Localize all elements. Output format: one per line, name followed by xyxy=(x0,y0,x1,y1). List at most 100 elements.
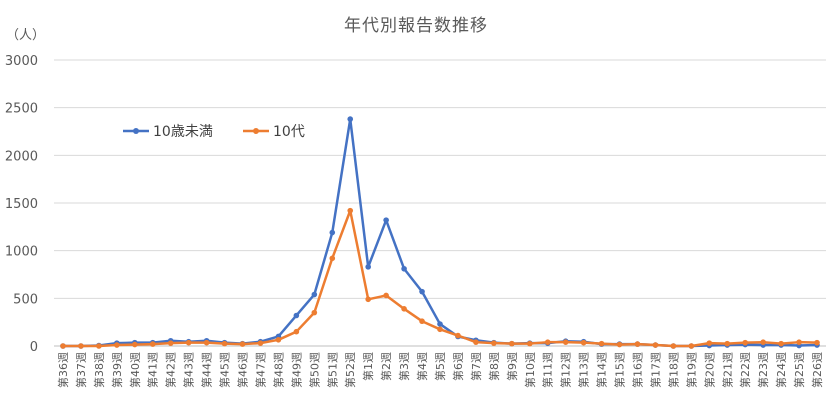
x-tick-label: 第24週 xyxy=(774,352,788,388)
data-point xyxy=(293,328,300,335)
data-point xyxy=(580,339,587,346)
data-point xyxy=(634,341,641,347)
x-tick-label: 第47週 xyxy=(253,352,267,388)
data-point xyxy=(491,340,497,346)
data-point xyxy=(311,309,318,316)
data-point xyxy=(598,340,605,347)
data-point xyxy=(329,229,336,236)
x-tick-label: 第1週 xyxy=(361,352,375,381)
data-point xyxy=(670,343,677,349)
data-point xyxy=(419,288,425,295)
x-tick-label: 第9週 xyxy=(505,352,519,381)
x-tick-label: 第3週 xyxy=(397,352,411,381)
y-tick-label: 500 xyxy=(13,292,38,307)
x-tick-label: 第23週 xyxy=(756,352,770,388)
x-tick-label: 第26週 xyxy=(810,352,824,388)
x-tick-label: 第11週 xyxy=(541,352,555,388)
data-point xyxy=(167,340,174,346)
data-point xyxy=(131,341,138,348)
data-point xyxy=(796,339,802,345)
data-point xyxy=(78,343,84,349)
data-point xyxy=(401,265,407,272)
data-point xyxy=(149,341,156,347)
y-tick-label: 2500 xyxy=(5,102,38,117)
series-lines xyxy=(60,116,820,349)
data-point xyxy=(473,339,479,345)
x-tick-label: 第13週 xyxy=(577,352,591,388)
legend-label-1: 10代 xyxy=(273,124,305,140)
gridlines xyxy=(54,59,826,347)
data-point xyxy=(114,342,120,348)
x-tick-label: 第42週 xyxy=(164,352,178,388)
data-point xyxy=(239,341,246,347)
x-tick-label: 第20週 xyxy=(702,352,716,388)
x-tick-label: 第40週 xyxy=(128,352,142,388)
data-point xyxy=(562,339,569,345)
x-tick-label: 第51週 xyxy=(325,352,339,388)
x-tick-labels: 第36週 第37週 第38週 第39週 第40週 第41週 第42週 第43週 第44週 第45週… xyxy=(56,352,824,388)
x-tick-label: 第43週 xyxy=(182,352,196,388)
x-tick-label: 第12週 xyxy=(559,352,573,388)
y-tick-labels: 0 500 1000 1500 2000 2500 3000 xyxy=(5,54,38,355)
x-tick-label: 第25週 xyxy=(792,352,806,388)
data-point xyxy=(455,332,461,339)
y-axis-unit: （人） xyxy=(6,28,45,43)
data-point xyxy=(311,291,318,298)
y-tick-label: 3000 xyxy=(5,54,38,69)
data-point xyxy=(383,292,389,299)
x-tick-label: 第4週 xyxy=(415,352,429,381)
chart-title: 年代別報告数推移 xyxy=(344,16,488,36)
x-tick-label: 第49週 xyxy=(289,352,303,388)
data-point xyxy=(419,318,425,325)
x-tick-label: 第18週 xyxy=(666,352,680,388)
data-point xyxy=(724,340,731,347)
x-tick-label: 第15週 xyxy=(613,352,627,388)
x-tick-label: 第7週 xyxy=(469,352,483,381)
x-tick-label: 第6週 xyxy=(451,352,465,381)
x-tick-label: 第50週 xyxy=(307,352,321,388)
x-tick-label: 第8週 xyxy=(487,352,501,381)
data-point xyxy=(293,312,300,319)
legend-label-0: 10歳未満 xyxy=(153,124,213,140)
x-tick-label: 第45週 xyxy=(218,352,232,388)
x-tick-label: 第46週 xyxy=(236,352,250,388)
y-tick-label: 1500 xyxy=(5,197,38,212)
data-point xyxy=(347,207,354,214)
x-tick-label: 第36週 xyxy=(56,352,70,388)
data-point xyxy=(329,255,336,262)
data-point xyxy=(437,321,443,327)
x-tick-label: 第21週 xyxy=(720,352,734,388)
data-point xyxy=(60,343,66,349)
x-tick-label: 第39週 xyxy=(110,352,124,388)
data-point xyxy=(383,217,389,223)
data-point xyxy=(742,339,749,346)
y-tick-label: 0 xyxy=(30,340,38,355)
legend-marker-0 xyxy=(133,128,139,134)
data-point xyxy=(185,339,192,346)
data-point xyxy=(347,116,354,122)
data-point xyxy=(706,340,713,346)
legend: 10歳未満 10代 xyxy=(123,124,305,140)
x-tick-label: 第37週 xyxy=(74,352,88,388)
x-tick-label: 第14週 xyxy=(595,352,609,388)
x-tick-label: 第16週 xyxy=(630,352,644,388)
x-tick-label: 第38週 xyxy=(92,352,106,388)
legend-marker-1 xyxy=(253,128,259,134)
x-tick-label: 第22週 xyxy=(738,352,752,388)
data-point xyxy=(437,326,443,333)
series-line-0 xyxy=(62,117,818,348)
data-point xyxy=(221,340,228,347)
x-tick-label: 第2週 xyxy=(379,352,393,381)
data-point xyxy=(544,339,551,345)
data-point xyxy=(778,340,784,347)
y-tick-label: 2000 xyxy=(5,149,38,164)
x-tick-label: 第5週 xyxy=(433,352,447,381)
data-point xyxy=(365,296,371,303)
data-point xyxy=(509,340,515,347)
data-point xyxy=(652,342,659,348)
x-tick-label: 第17週 xyxy=(648,352,662,388)
data-point xyxy=(401,306,407,312)
x-tick-label: 第41週 xyxy=(146,352,160,388)
data-point xyxy=(760,339,766,345)
